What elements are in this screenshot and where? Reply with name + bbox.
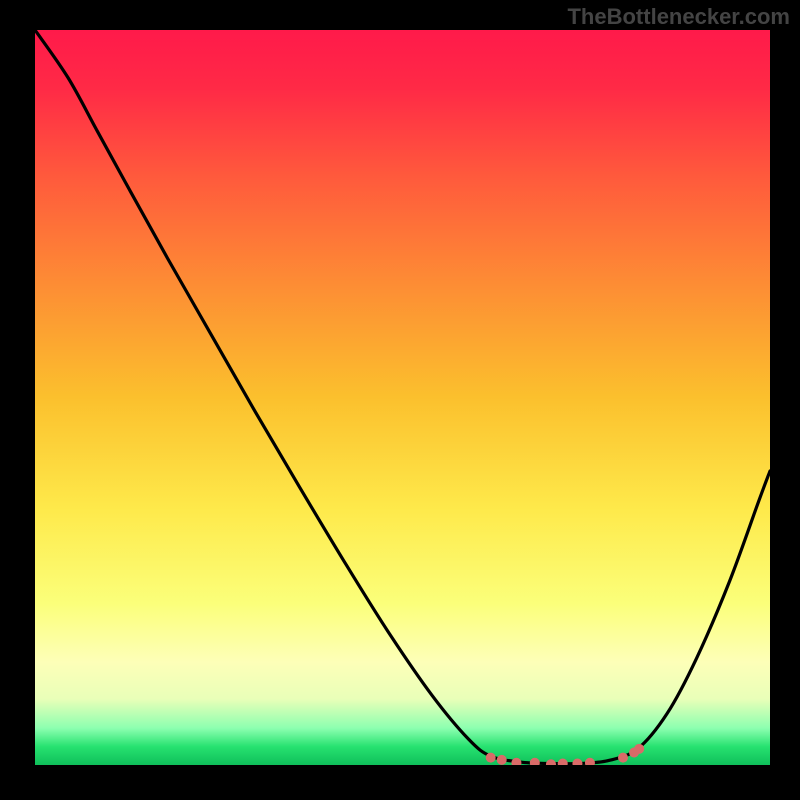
marker-dot — [618, 753, 628, 763]
marker-dot — [585, 758, 595, 765]
marker-dot — [634, 744, 644, 754]
marker-dot — [546, 759, 556, 765]
curve-layer — [35, 30, 770, 765]
marker-dot — [511, 758, 521, 765]
marker-dot — [558, 759, 568, 765]
marker-dot — [530, 758, 540, 765]
marker-dot — [572, 759, 582, 765]
marker-dot — [497, 755, 507, 765]
marker-dot — [486, 753, 496, 763]
bottleneck-curve — [35, 30, 770, 764]
watermark-text: TheBottlenecker.com — [567, 4, 790, 30]
plot-area — [35, 30, 770, 765]
